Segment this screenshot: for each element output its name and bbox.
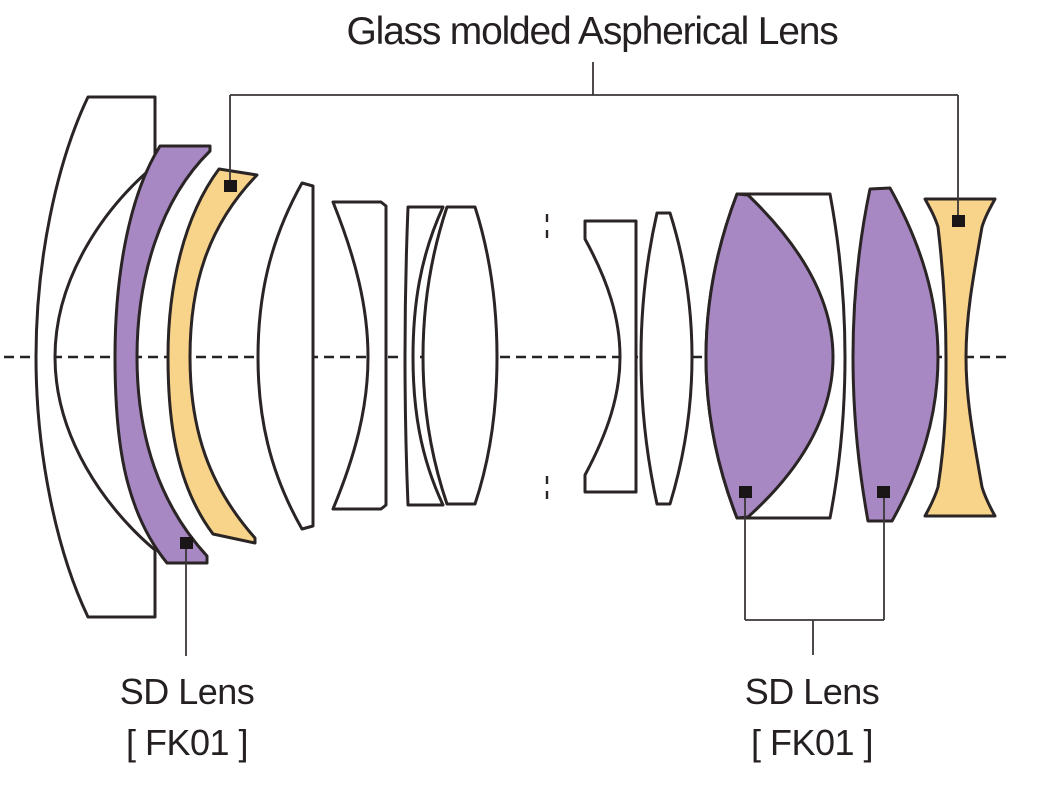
sd-lens-label-left-code: [ FK01 ] <box>125 722 249 763</box>
sd-marker-rear-2 <box>877 486 890 498</box>
sd-lens-label-right: SD Lens [ FK01 ] <box>682 666 942 768</box>
element-9-slim-biconvex <box>639 211 694 506</box>
element-12-sd-lens-biconvex <box>851 186 940 523</box>
element-4-plano-convex <box>256 181 315 531</box>
sd-lens-label-right-code: [ FK01 ] <box>750 722 874 763</box>
element-13-aspherical-lens-biconcave <box>923 197 997 518</box>
sd-lens-label-right-name: SD Lens <box>744 671 880 712</box>
element-3-aspherical-lens <box>166 167 259 545</box>
sd-marker-rear-1 <box>739 486 752 498</box>
element-8-plano-concave <box>583 219 638 494</box>
sd-lens-label-left-name: SD Lens <box>119 671 255 712</box>
diagram-title: Glass molded Aspherical Lens <box>346 10 838 53</box>
sd-marker-front <box>180 537 193 549</box>
element-2-sd-lens <box>113 144 212 565</box>
element-1-front-meniscus <box>34 95 157 619</box>
element-7-biconvex <box>421 205 499 506</box>
sd-lens-label-left: SD Lens [ FK01 ] <box>57 666 317 768</box>
element-5-plano-concave <box>331 200 388 511</box>
aspherical-marker-rear <box>952 215 965 227</box>
element-6-thin-meniscus <box>403 205 445 507</box>
sd-right-leader-lines <box>744 498 885 655</box>
aspherical-label-leader-lines <box>229 62 959 216</box>
aspherical-marker-front <box>224 180 237 192</box>
element-10-sd-lens-biconvex <box>704 192 835 520</box>
